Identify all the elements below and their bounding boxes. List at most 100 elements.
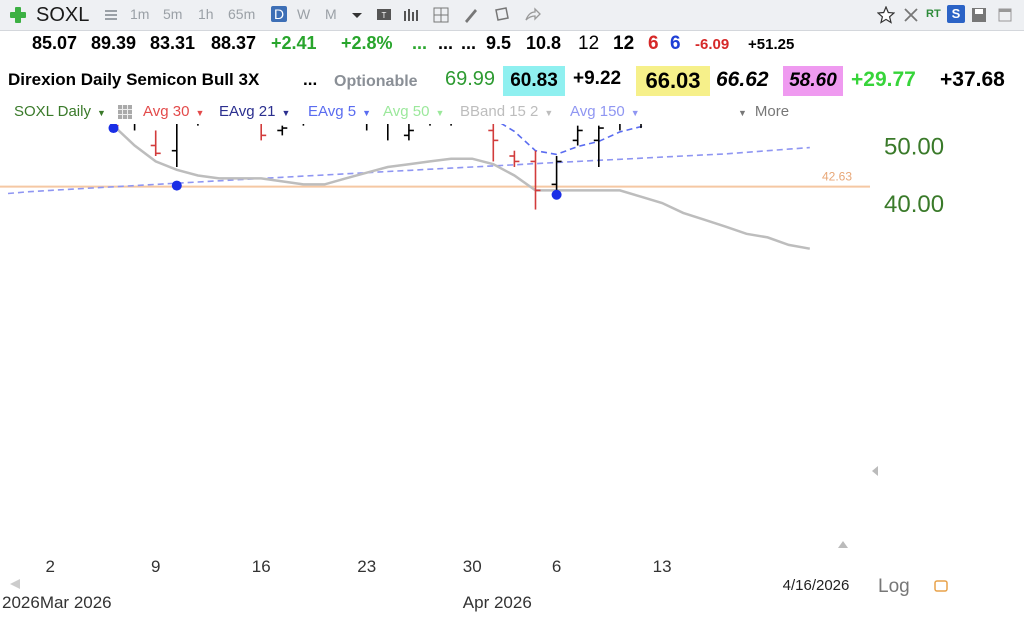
legend-avg50[interactable]: Avg 50 ▼ xyxy=(383,103,445,120)
log-label: Log xyxy=(878,576,910,597)
optionable-label: Optionable xyxy=(334,73,418,90)
timeframe-m[interactable]: M xyxy=(325,6,337,22)
change-value: +2.41 xyxy=(271,33,317,53)
month-label: Apr 2026 xyxy=(463,593,532,612)
ohlc-bar xyxy=(572,125,583,146)
dots-3: ... xyxy=(461,33,477,53)
info-value-1: 69.99 xyxy=(445,68,496,90)
indicator-legend: SOXL Daily ▼ Avg 30 ▼ EAvg 21 ▼ EAvg 5 ▼ Avg… xyxy=(0,100,1024,124)
ohlc-bar xyxy=(133,124,136,131)
window-icon[interactable] xyxy=(996,6,1014,24)
value-12-a: 12 xyxy=(578,33,600,54)
y-tick-label: 50.00 xyxy=(884,133,944,160)
bar-style-icon[interactable] xyxy=(401,6,419,24)
x-tick-label: 13 xyxy=(653,557,672,576)
add-symbol-icon[interactable] xyxy=(8,5,28,25)
low-value: 83.31 xyxy=(150,33,196,53)
ohlc-bar xyxy=(509,150,520,167)
value-pos: +51.25 xyxy=(748,36,795,53)
info-value-2: 60.83 xyxy=(503,66,565,96)
timeframe-1m[interactable]: 1m xyxy=(130,6,150,22)
ohlc-bar xyxy=(551,156,562,191)
dots-1: ... xyxy=(412,33,428,53)
ohlc-bar xyxy=(403,124,414,141)
x-tick-label: 6 xyxy=(552,557,561,576)
symbol-input[interactable]: SOXL xyxy=(36,4,90,26)
timeframe-d[interactable]: D xyxy=(271,6,288,22)
rt-icon[interactable]: RT xyxy=(926,8,941,20)
value-neg: -6.09 xyxy=(695,36,730,53)
legend-bband[interactable]: BBand 15 2 ▼ xyxy=(460,103,554,120)
ohlc-bar xyxy=(197,124,199,126)
ohlc-bar xyxy=(302,124,305,126)
ohlc-bar xyxy=(386,124,389,141)
ohlc-bar xyxy=(365,124,368,131)
info-dots: ... xyxy=(303,70,318,89)
ohlc-bar xyxy=(429,124,431,126)
svg-text:T: T xyxy=(382,11,387,20)
grid-icon[interactable] xyxy=(432,6,450,24)
info-row: Direxion Daily Semicon Bull 3X ... Optio… xyxy=(0,66,1024,98)
value-6-red: 6 xyxy=(648,33,659,54)
menu-icon[interactable] xyxy=(102,6,120,24)
ohlc-bar xyxy=(277,125,288,136)
signal-dot xyxy=(171,180,182,191)
signal-dot xyxy=(108,124,119,134)
price-chart[interactable]: 74.2142.63N 80.0060.0050.0040.0088.37291… xyxy=(0,124,1024,619)
series-avg-150 xyxy=(7,146,810,195)
ohlc-bar xyxy=(593,125,604,167)
value-12-b: 12 xyxy=(613,33,635,54)
hline-label: 42.63 xyxy=(822,170,852,184)
s-icon[interactable]: S xyxy=(947,5,965,23)
legend-eavg5[interactable]: EAvg 5 ▼ xyxy=(308,103,372,120)
star-icon[interactable] xyxy=(877,6,895,24)
share-icon[interactable] xyxy=(523,6,541,24)
x-tick-label: 2 xyxy=(45,557,54,576)
legend-eavg21[interactable]: EAvg 21 ▼ xyxy=(219,103,291,120)
close-value: 88.37 xyxy=(211,33,257,53)
note-icon[interactable] xyxy=(493,6,511,24)
open-value: 85.07 xyxy=(32,33,78,53)
signal-dot xyxy=(551,189,562,200)
ohlc-bar xyxy=(260,124,267,141)
legend-avg30[interactable]: Avg 30 ▼ xyxy=(143,103,205,120)
timeframe-5m[interactable]: 5m xyxy=(163,6,183,22)
scroll-right-icon xyxy=(838,541,848,548)
timeframe-65m[interactable]: 65m xyxy=(228,6,256,22)
x-tick-label: 16 xyxy=(252,557,271,576)
save-icon[interactable] xyxy=(970,6,988,24)
timeframe-1h[interactable]: 1h xyxy=(198,6,214,22)
chevron-down-icon[interactable] xyxy=(348,6,366,24)
tv-icon[interactable]: T xyxy=(375,6,393,24)
scroll-left-icon xyxy=(10,579,20,589)
info-value-6: 58.60 xyxy=(783,66,843,96)
draw-icon[interactable] xyxy=(462,6,480,24)
y-tick-label: 40.00 xyxy=(884,191,944,218)
x-tick-label: 23 xyxy=(357,557,376,576)
info-value-4: 66.03 xyxy=(636,66,710,96)
ohlc-bar xyxy=(640,124,642,129)
tools-icon[interactable] xyxy=(902,6,920,24)
info-value-5: 66.62 xyxy=(716,68,769,91)
chart-name[interactable]: SOXL Daily ▼ xyxy=(14,103,106,120)
value-10-8: 10.8 xyxy=(526,33,562,53)
value-9-5: 9.5 xyxy=(486,33,512,53)
scroll-up-icon xyxy=(872,466,878,476)
ohlc-bar xyxy=(171,124,178,167)
legend-avg150[interactable]: Avg 150 ▼ xyxy=(570,103,640,120)
ohlc-bar xyxy=(619,124,621,131)
quote-row: 85.07 89.39 83.31 88.37 +2.41 +2.8% ... … xyxy=(0,33,1024,61)
legend-more[interactable]: ▼ More xyxy=(738,103,790,120)
series-bband-lower xyxy=(109,124,811,250)
ohlc-bar xyxy=(150,130,161,157)
ohlc-bar xyxy=(530,150,541,210)
info-value-7: +29.77 xyxy=(851,68,916,91)
info-value-3: +9.22 xyxy=(573,68,622,89)
ohlc-bar xyxy=(450,124,452,126)
date-label: 4/16/2026 xyxy=(783,577,850,594)
value-6-blue: 6 xyxy=(670,33,681,54)
grid-icon[interactable] xyxy=(118,105,132,119)
month-label: 2026Mar 2026 xyxy=(2,593,112,612)
info-value-8: +37.68 xyxy=(940,68,1005,91)
timeframe-w[interactable]: W xyxy=(297,6,311,22)
